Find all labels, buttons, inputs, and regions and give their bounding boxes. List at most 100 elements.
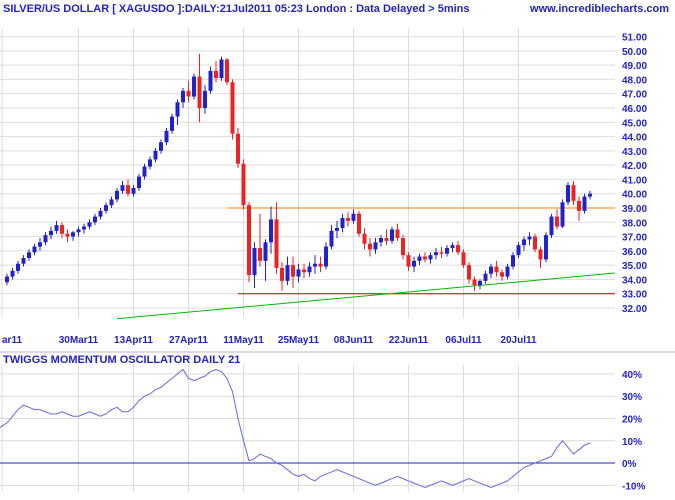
date-tick-label: 11May11 xyxy=(223,335,264,346)
candle-body xyxy=(43,235,48,243)
momentum-oscillator-line xyxy=(0,368,591,489)
price-tick-label: 50.00 xyxy=(622,47,647,58)
candle-body xyxy=(549,216,554,236)
candle-body xyxy=(5,276,9,283)
candle-body xyxy=(329,230,334,247)
candle-body xyxy=(98,210,103,217)
candle-body xyxy=(313,263,317,267)
oscillator-panel: -10% 0% 10% 20% 30% 40% xyxy=(0,365,645,492)
candle-body xyxy=(170,116,174,131)
price-tick-label: 37.00 xyxy=(622,233,647,244)
site-url[interactable]: www.incrediblecharts.com xyxy=(529,3,669,15)
candle-body xyxy=(373,242,378,250)
candle-body xyxy=(76,229,81,233)
candle-body xyxy=(560,202,565,227)
price-tick-label: 49.00 xyxy=(622,61,647,72)
candle-body xyxy=(203,90,207,108)
oscillator-tick-label: 40% xyxy=(622,370,642,381)
candle-body xyxy=(274,219,279,268)
candle-body xyxy=(269,219,273,243)
candle-body xyxy=(461,252,466,266)
candle-body xyxy=(32,246,37,253)
candle-body xyxy=(522,239,526,246)
candle-body xyxy=(472,279,477,286)
price-tick-label: 35.00 xyxy=(622,261,647,272)
candle-body xyxy=(335,228,339,231)
date-tick-label: 13Apr11 xyxy=(114,335,153,346)
price-tick-label: 51.00 xyxy=(622,33,647,44)
candle-body xyxy=(54,225,59,231)
candle-body xyxy=(577,200,581,211)
candle-body xyxy=(225,59,229,83)
candle-body xyxy=(357,213,361,234)
candle-body xyxy=(379,238,383,243)
candle-body xyxy=(131,188,136,194)
oscillator-tick-label: -10% xyxy=(622,481,645,492)
candle-body xyxy=(588,193,592,197)
candle-body xyxy=(263,242,268,261)
candle-body xyxy=(38,242,42,247)
candle-body xyxy=(87,222,92,227)
candle-body xyxy=(219,59,224,78)
oscillator-tick-label: 20% xyxy=(622,414,642,425)
oscillator-title: TWIGGS MOMENTUM OSCILLATOR DAILY 21 xyxy=(3,354,240,366)
candle-body xyxy=(302,269,306,273)
oscillator-tick-label: 30% xyxy=(622,392,642,403)
candle-body xyxy=(483,273,488,281)
price-panel: 32.00 33.00 34.00 35.00 36.00 37.00 38.00 39.00… xyxy=(0,28,675,353)
candle-body xyxy=(428,255,433,260)
candle-body xyxy=(192,76,196,97)
candle-body xyxy=(571,185,576,201)
candle-body xyxy=(60,225,64,234)
candle-body xyxy=(230,82,235,134)
candle-body xyxy=(439,252,444,254)
candle-body xyxy=(285,265,290,281)
candle-body xyxy=(489,266,493,274)
candle-body xyxy=(467,265,471,280)
candle-body xyxy=(241,163,246,206)
price-tick-label: 33.00 xyxy=(622,290,647,301)
candle-body xyxy=(340,218,345,228)
candle-body xyxy=(582,196,587,211)
price-tick-label: 36.00 xyxy=(622,247,647,258)
candle-body xyxy=(49,230,53,236)
candle-body xyxy=(296,269,301,277)
candle-body xyxy=(280,268,284,281)
candle-body xyxy=(27,252,31,258)
candle-body xyxy=(307,266,312,273)
candle-body xyxy=(384,238,389,241)
candle-body xyxy=(82,226,86,230)
price-tick-label: 40.00 xyxy=(622,190,647,201)
candle-body xyxy=(505,266,510,277)
candle-body xyxy=(126,185,130,194)
candle-body xyxy=(555,216,559,227)
date-tick-label: 08Jun11 xyxy=(334,335,374,346)
date-tick-label: 30Mar11 xyxy=(59,335,99,346)
candle-body xyxy=(544,235,548,260)
candle-body xyxy=(445,248,449,254)
candle-body xyxy=(65,233,70,237)
candle-body xyxy=(153,150,158,160)
date-tick-label: 06Jul11 xyxy=(445,335,482,346)
candle-body xyxy=(181,90,185,103)
candle-body xyxy=(137,176,141,188)
candle-body xyxy=(450,245,455,248)
candle-body xyxy=(412,260,416,267)
candle-body xyxy=(247,205,251,276)
candle-body xyxy=(197,76,202,108)
candle-body xyxy=(93,216,97,223)
candle-body xyxy=(516,245,521,256)
candle-body xyxy=(142,166,147,177)
candle-body xyxy=(324,246,328,267)
candle-body xyxy=(406,255,411,267)
price-tick-label: 48.00 xyxy=(622,75,647,86)
price-tick-label: 41.00 xyxy=(622,175,647,186)
candle-body xyxy=(10,270,15,277)
candle-body xyxy=(390,229,394,241)
candle-body xyxy=(104,205,108,211)
price-tick-label: 32.00 xyxy=(622,304,647,315)
date-tick-label: 22Jun11 xyxy=(389,335,429,346)
candle-body xyxy=(566,185,570,203)
candle-body xyxy=(159,142,163,151)
date-tick-label: 25May11 xyxy=(278,335,320,346)
